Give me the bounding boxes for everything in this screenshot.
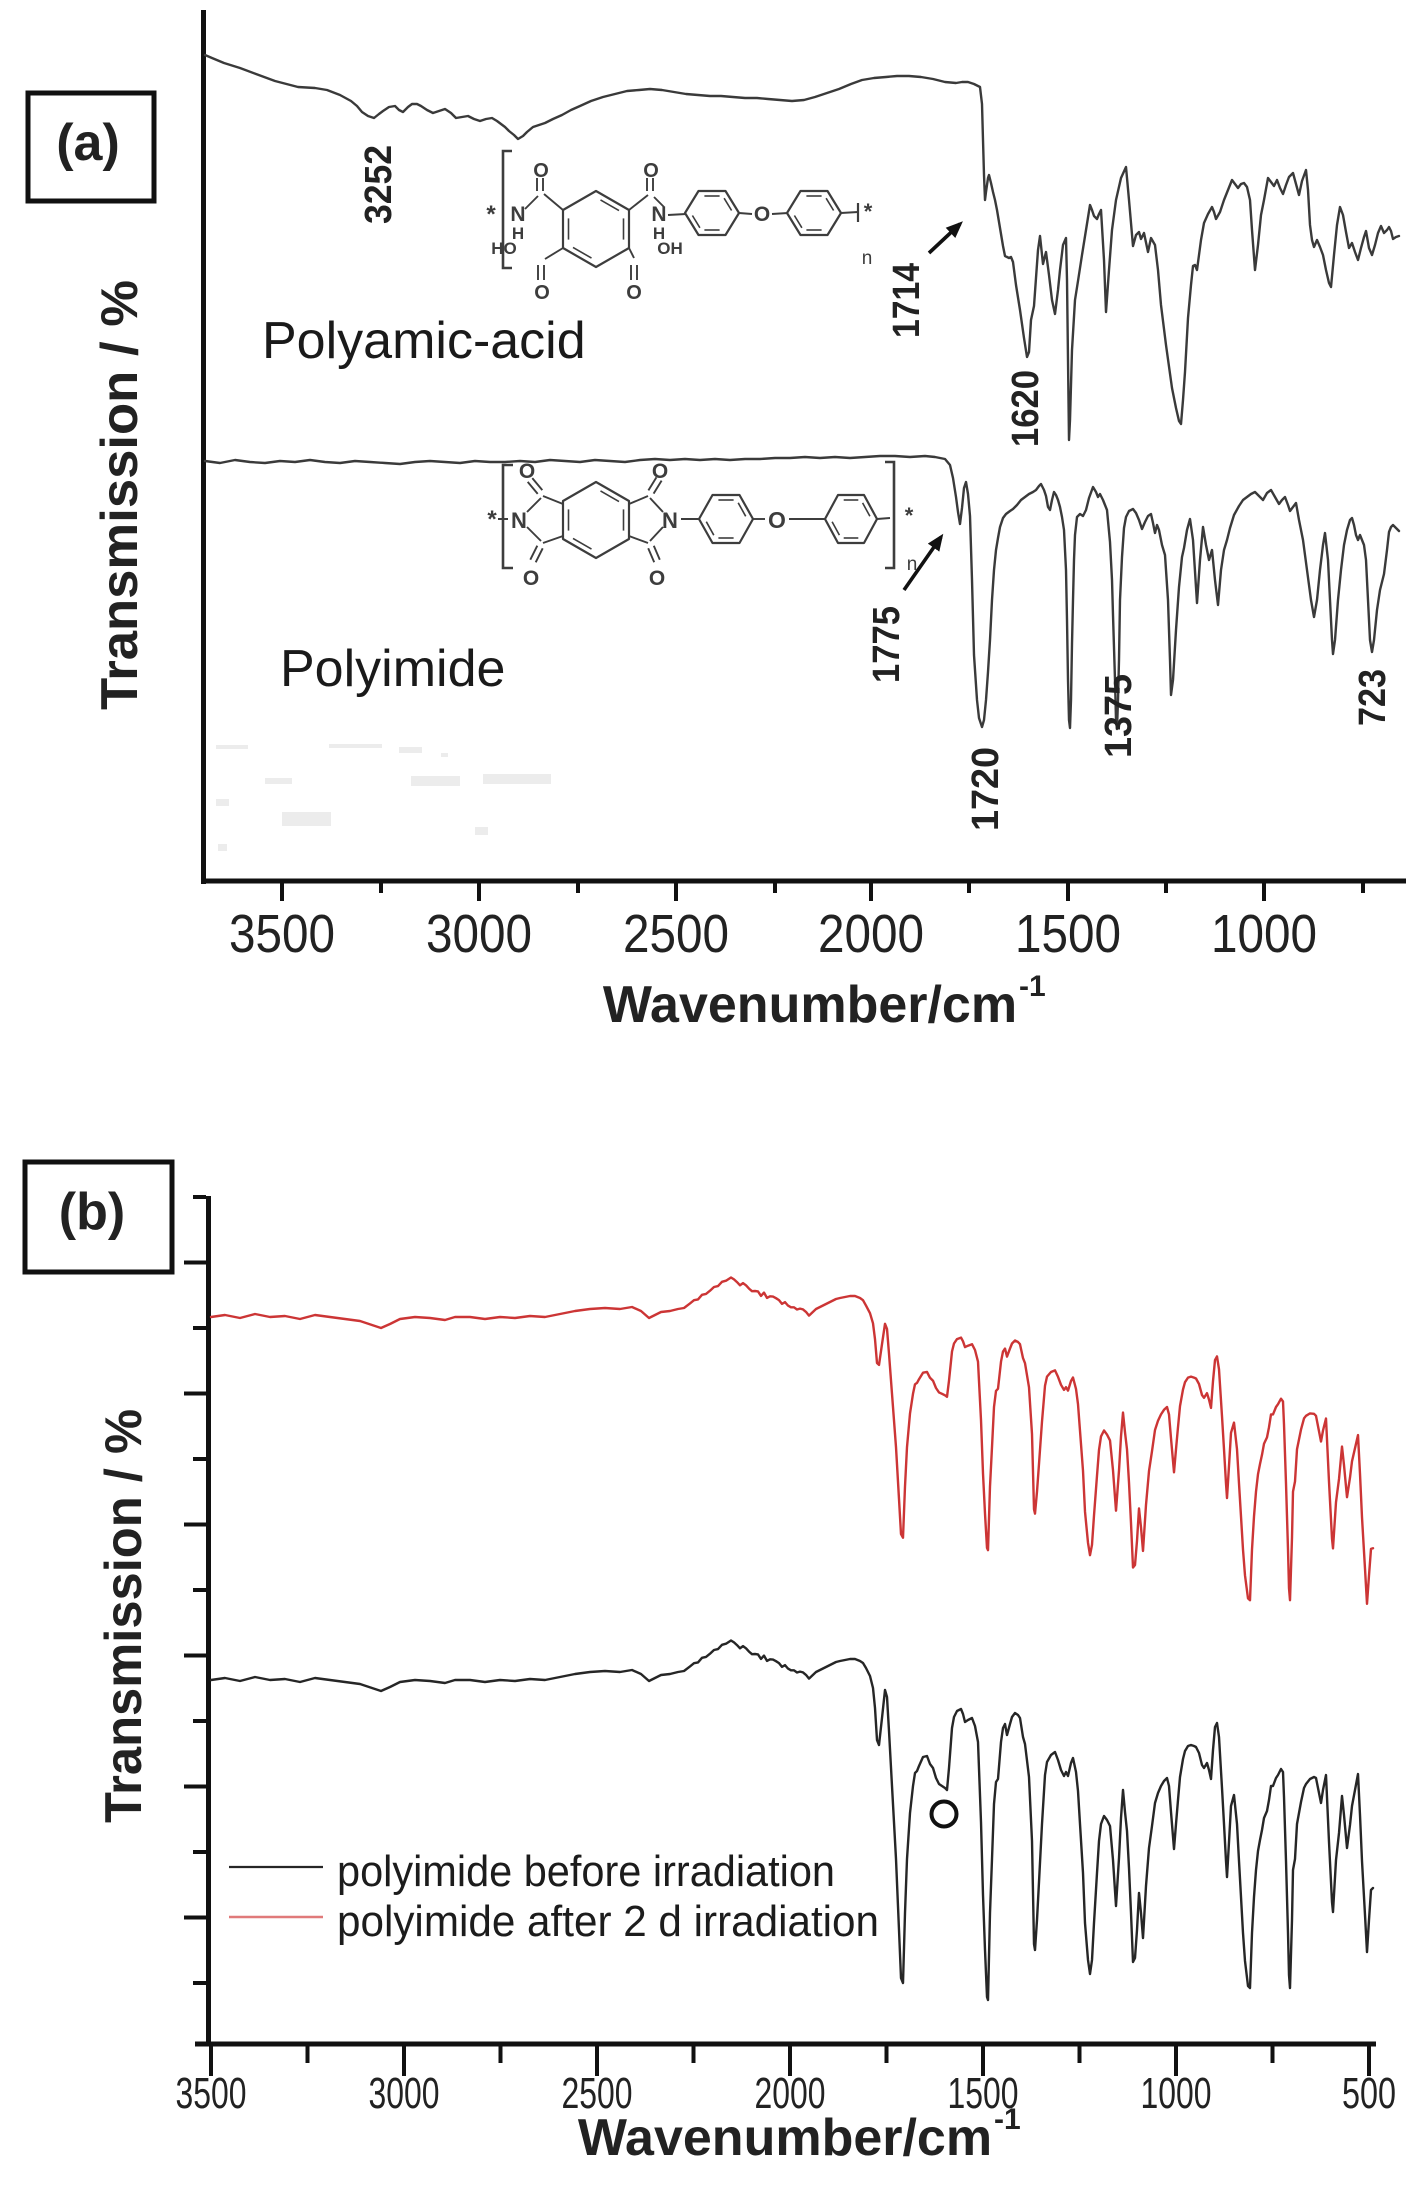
svg-text:OH: OH: [657, 239, 683, 258]
svg-text:H: H: [653, 224, 665, 243]
svg-text:2000: 2000: [755, 2069, 826, 2118]
svg-text:3000: 3000: [426, 904, 532, 964]
svg-text:O: O: [652, 460, 668, 483]
svg-text:1720: 1720: [965, 747, 1007, 831]
svg-text:O: O: [523, 567, 539, 590]
svg-text:HO: HO: [491, 239, 517, 258]
svg-text:N: N: [511, 508, 527, 533]
svg-text:*: *: [864, 199, 873, 224]
svg-text:723: 723: [1352, 669, 1394, 726]
svg-text:O: O: [754, 203, 770, 226]
svg-text:Transmission / %: Transmission / %: [91, 280, 149, 710]
svg-text:3500: 3500: [229, 904, 335, 964]
svg-text:3252: 3252: [358, 145, 400, 224]
svg-text:2500: 2500: [623, 904, 729, 964]
svg-text:2500: 2500: [562, 2069, 633, 2118]
svg-text:2000: 2000: [818, 904, 924, 964]
svg-text:*: *: [487, 506, 497, 533]
svg-text:3500: 3500: [176, 2069, 247, 2118]
svg-text:(b): (b): [59, 1183, 125, 1241]
svg-text:O: O: [649, 567, 665, 590]
svg-text:1500: 1500: [1015, 904, 1121, 964]
svg-text:Transmission / %: Transmission / %: [95, 1409, 153, 1823]
svg-text:n: n: [862, 248, 873, 269]
svg-text:1500: 1500: [948, 2069, 1019, 2118]
svg-text:*: *: [905, 503, 914, 528]
svg-text:Polyimide: Polyimide: [280, 640, 505, 698]
svg-text:Polyamic-acid: Polyamic-acid: [262, 312, 586, 370]
svg-text:polyimide after 2 d irradiatio: polyimide after 2 d irradiation: [337, 1897, 879, 1946]
svg-text:(a): (a): [56, 114, 120, 172]
svg-text:Wavenumber/cm: Wavenumber/cm: [603, 976, 1017, 1034]
svg-text:N: N: [662, 508, 678, 533]
svg-text:3000: 3000: [369, 2069, 440, 2118]
svg-text:H: H: [512, 224, 524, 243]
svg-text:Wavenumber/cm: Wavenumber/cm: [578, 2109, 992, 2167]
svg-text:N: N: [510, 203, 525, 226]
svg-text:polyimide before irradiation: polyimide before irradiation: [337, 1847, 835, 1896]
svg-text:-1: -1: [994, 2103, 1021, 2136]
svg-text:1775: 1775: [866, 606, 908, 683]
svg-text:O: O: [534, 282, 550, 304]
svg-text:1000: 1000: [1141, 2069, 1212, 2118]
svg-text:O: O: [643, 160, 659, 182]
svg-text:1620: 1620: [1005, 370, 1047, 447]
svg-text:O: O: [768, 507, 786, 533]
svg-text:O: O: [626, 282, 642, 304]
svg-text:1375: 1375: [1098, 674, 1140, 758]
svg-text:500: 500: [1342, 2069, 1396, 2118]
svg-text:n: n: [907, 554, 918, 575]
svg-text:*: *: [486, 201, 496, 228]
svg-text:O: O: [533, 160, 549, 182]
svg-text:-1: -1: [1019, 970, 1046, 1003]
svg-text:O: O: [519, 460, 535, 483]
svg-text:1000: 1000: [1211, 904, 1317, 964]
svg-text:1714: 1714: [886, 263, 928, 338]
svg-text:N: N: [651, 203, 666, 226]
